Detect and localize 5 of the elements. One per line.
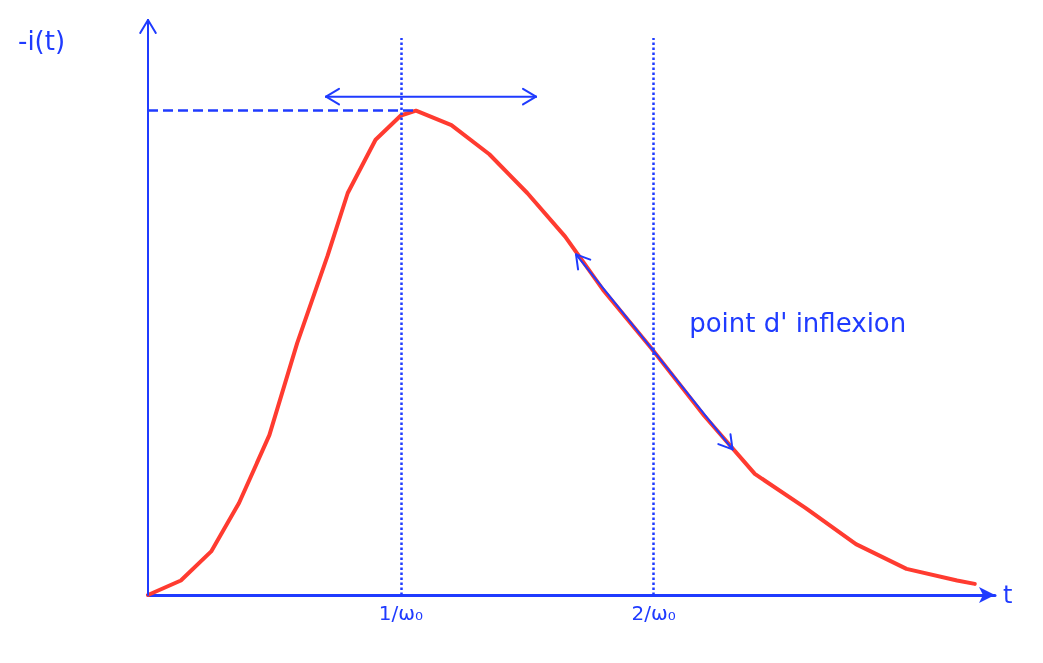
x-axis-title: t [1003,581,1013,609]
y-axis-title: -i(t) [18,26,66,56]
x-tick-label: 1/ω₀ [378,601,423,625]
annotation: point d' inflexion [689,307,907,338]
x-tick-label: 2/ω₀ [631,601,676,625]
